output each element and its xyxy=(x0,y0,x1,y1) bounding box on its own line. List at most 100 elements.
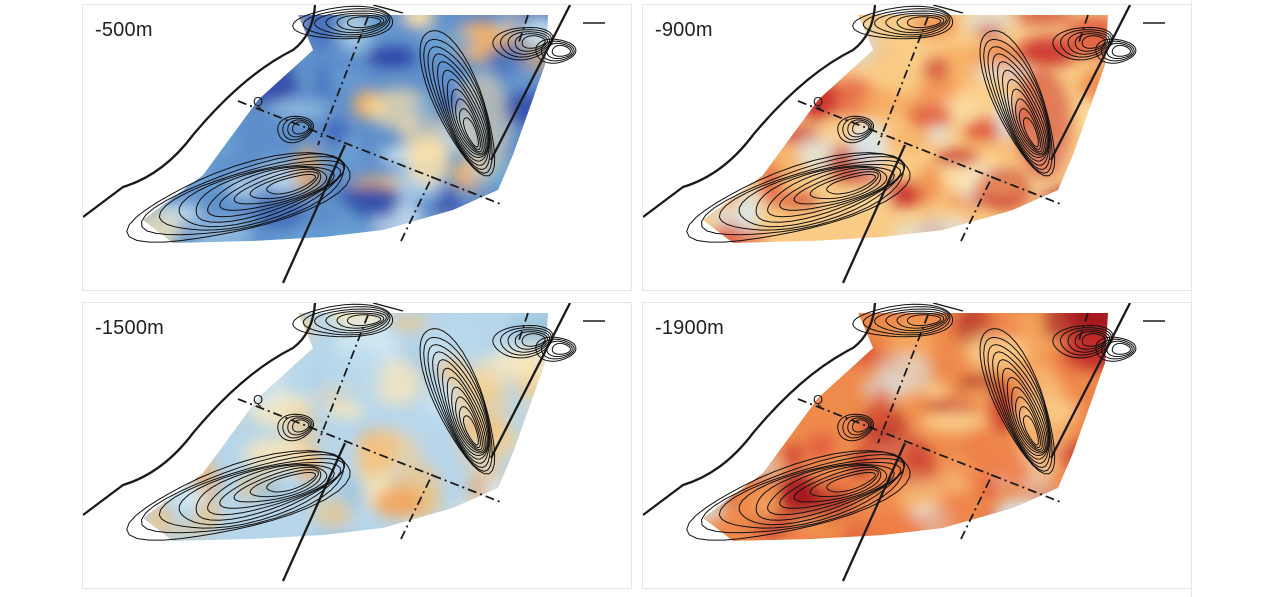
anomaly-blob xyxy=(1061,512,1104,541)
contour-ring xyxy=(896,14,945,31)
anomaly-blob xyxy=(906,102,953,130)
anomaly-blob xyxy=(716,92,741,123)
anomaly-blob xyxy=(972,211,1004,243)
anomaly-blob xyxy=(996,499,1038,529)
contour-ring xyxy=(249,469,319,498)
anomaly-blob xyxy=(523,403,548,430)
contour-ring xyxy=(1081,333,1106,347)
contour-ring xyxy=(755,164,901,223)
contour-ring xyxy=(446,78,487,156)
contour-ring xyxy=(767,165,895,218)
contour-ring xyxy=(996,359,1049,460)
contour-ring xyxy=(551,342,571,355)
contour-lines xyxy=(126,5,577,243)
anomaly-blob xyxy=(368,359,425,406)
contour-ring xyxy=(423,336,493,472)
contour-ring xyxy=(1018,108,1041,151)
contour-ring xyxy=(1011,88,1045,155)
contour-ring xyxy=(314,308,389,334)
contour-ring xyxy=(178,160,346,228)
anomaly-blob xyxy=(224,313,256,330)
anomaly-blob xyxy=(1025,503,1079,536)
contour-ring xyxy=(451,88,485,155)
edge-line xyxy=(932,303,964,312)
contour-ring xyxy=(292,303,394,338)
anomaly-blob xyxy=(830,185,876,207)
depth-panel-1900m: Q -1900m xyxy=(642,302,1192,589)
fault-label: Q xyxy=(253,392,263,407)
contour-ring xyxy=(700,153,905,236)
contour-ring xyxy=(140,451,345,534)
anomaly-blob xyxy=(160,376,204,420)
contour-ring xyxy=(700,451,905,534)
anomaly-blob xyxy=(923,381,950,400)
contour-ring xyxy=(1067,329,1111,353)
contour-ring xyxy=(492,324,554,359)
depth-panel-500m: Q -500m xyxy=(82,4,632,291)
anomaly-map: Q xyxy=(643,303,1165,582)
contour-ring xyxy=(885,12,947,34)
anomaly-blob xyxy=(402,15,435,29)
contour-ring xyxy=(507,329,551,353)
dash-dot-line xyxy=(400,472,434,540)
anomaly-blob xyxy=(753,454,778,477)
contour-ring xyxy=(992,351,1050,464)
edge-line xyxy=(932,5,964,14)
anomaly-blob xyxy=(497,509,548,539)
anomaly-blob xyxy=(1042,313,1078,341)
anomaly-blob xyxy=(850,123,887,170)
anomaly-blob xyxy=(143,462,170,505)
anomaly-blob xyxy=(902,444,937,489)
anomaly-blob xyxy=(522,497,543,518)
anomaly-blob xyxy=(900,28,924,60)
dash-dot-line xyxy=(960,174,994,242)
contour-ring xyxy=(463,117,479,148)
contour-ring xyxy=(1100,40,1135,62)
anomaly-blob xyxy=(366,46,418,68)
contour-ring xyxy=(718,453,905,529)
contour-ring xyxy=(432,351,490,464)
contour-ring xyxy=(314,10,389,36)
anomaly-blob xyxy=(797,487,854,516)
dash-dot-line xyxy=(1077,14,1089,46)
contour-ring xyxy=(325,12,387,34)
contour-ring xyxy=(458,406,481,449)
anomaly-blob xyxy=(434,186,462,234)
contour-ring xyxy=(1023,415,1039,446)
contour-ring xyxy=(907,314,942,327)
anomaly-blob xyxy=(934,149,981,166)
anomaly-blob xyxy=(243,437,310,472)
dash-dot-line xyxy=(400,174,434,242)
anomaly-blob xyxy=(328,346,386,378)
fault-label: Q xyxy=(253,94,263,109)
contour-ring xyxy=(514,33,549,52)
anomaly-blob xyxy=(493,17,526,31)
anomaly-blob xyxy=(524,227,548,243)
anomaly-blob xyxy=(523,19,548,48)
anomaly-blob xyxy=(1025,493,1078,534)
contour-ring xyxy=(219,166,328,211)
anomaly-blob xyxy=(784,443,802,468)
anomaly-blob xyxy=(320,224,375,243)
fault-label: Q xyxy=(813,392,823,407)
contour-ring xyxy=(282,117,313,141)
contour-ring xyxy=(686,152,911,243)
contour-ring xyxy=(336,312,385,329)
contour-ring xyxy=(1095,336,1137,362)
contour-ring xyxy=(546,340,573,358)
anomaly-blob xyxy=(805,15,838,45)
anomaly-blob xyxy=(242,15,270,31)
contour-ring xyxy=(979,328,1056,475)
contour-ring xyxy=(233,168,322,205)
contour-ring xyxy=(686,450,911,541)
contour-ring xyxy=(1111,342,1131,355)
contour-ring xyxy=(738,160,906,228)
contour-ring xyxy=(292,5,394,40)
fault-line xyxy=(489,5,572,161)
contour-ring xyxy=(1074,331,1109,350)
contour-ring xyxy=(907,16,942,29)
depth-label: -500m xyxy=(95,19,153,41)
contour-ring xyxy=(540,40,575,62)
anomaly-blob xyxy=(514,167,539,190)
contour-ring xyxy=(1001,367,1048,457)
